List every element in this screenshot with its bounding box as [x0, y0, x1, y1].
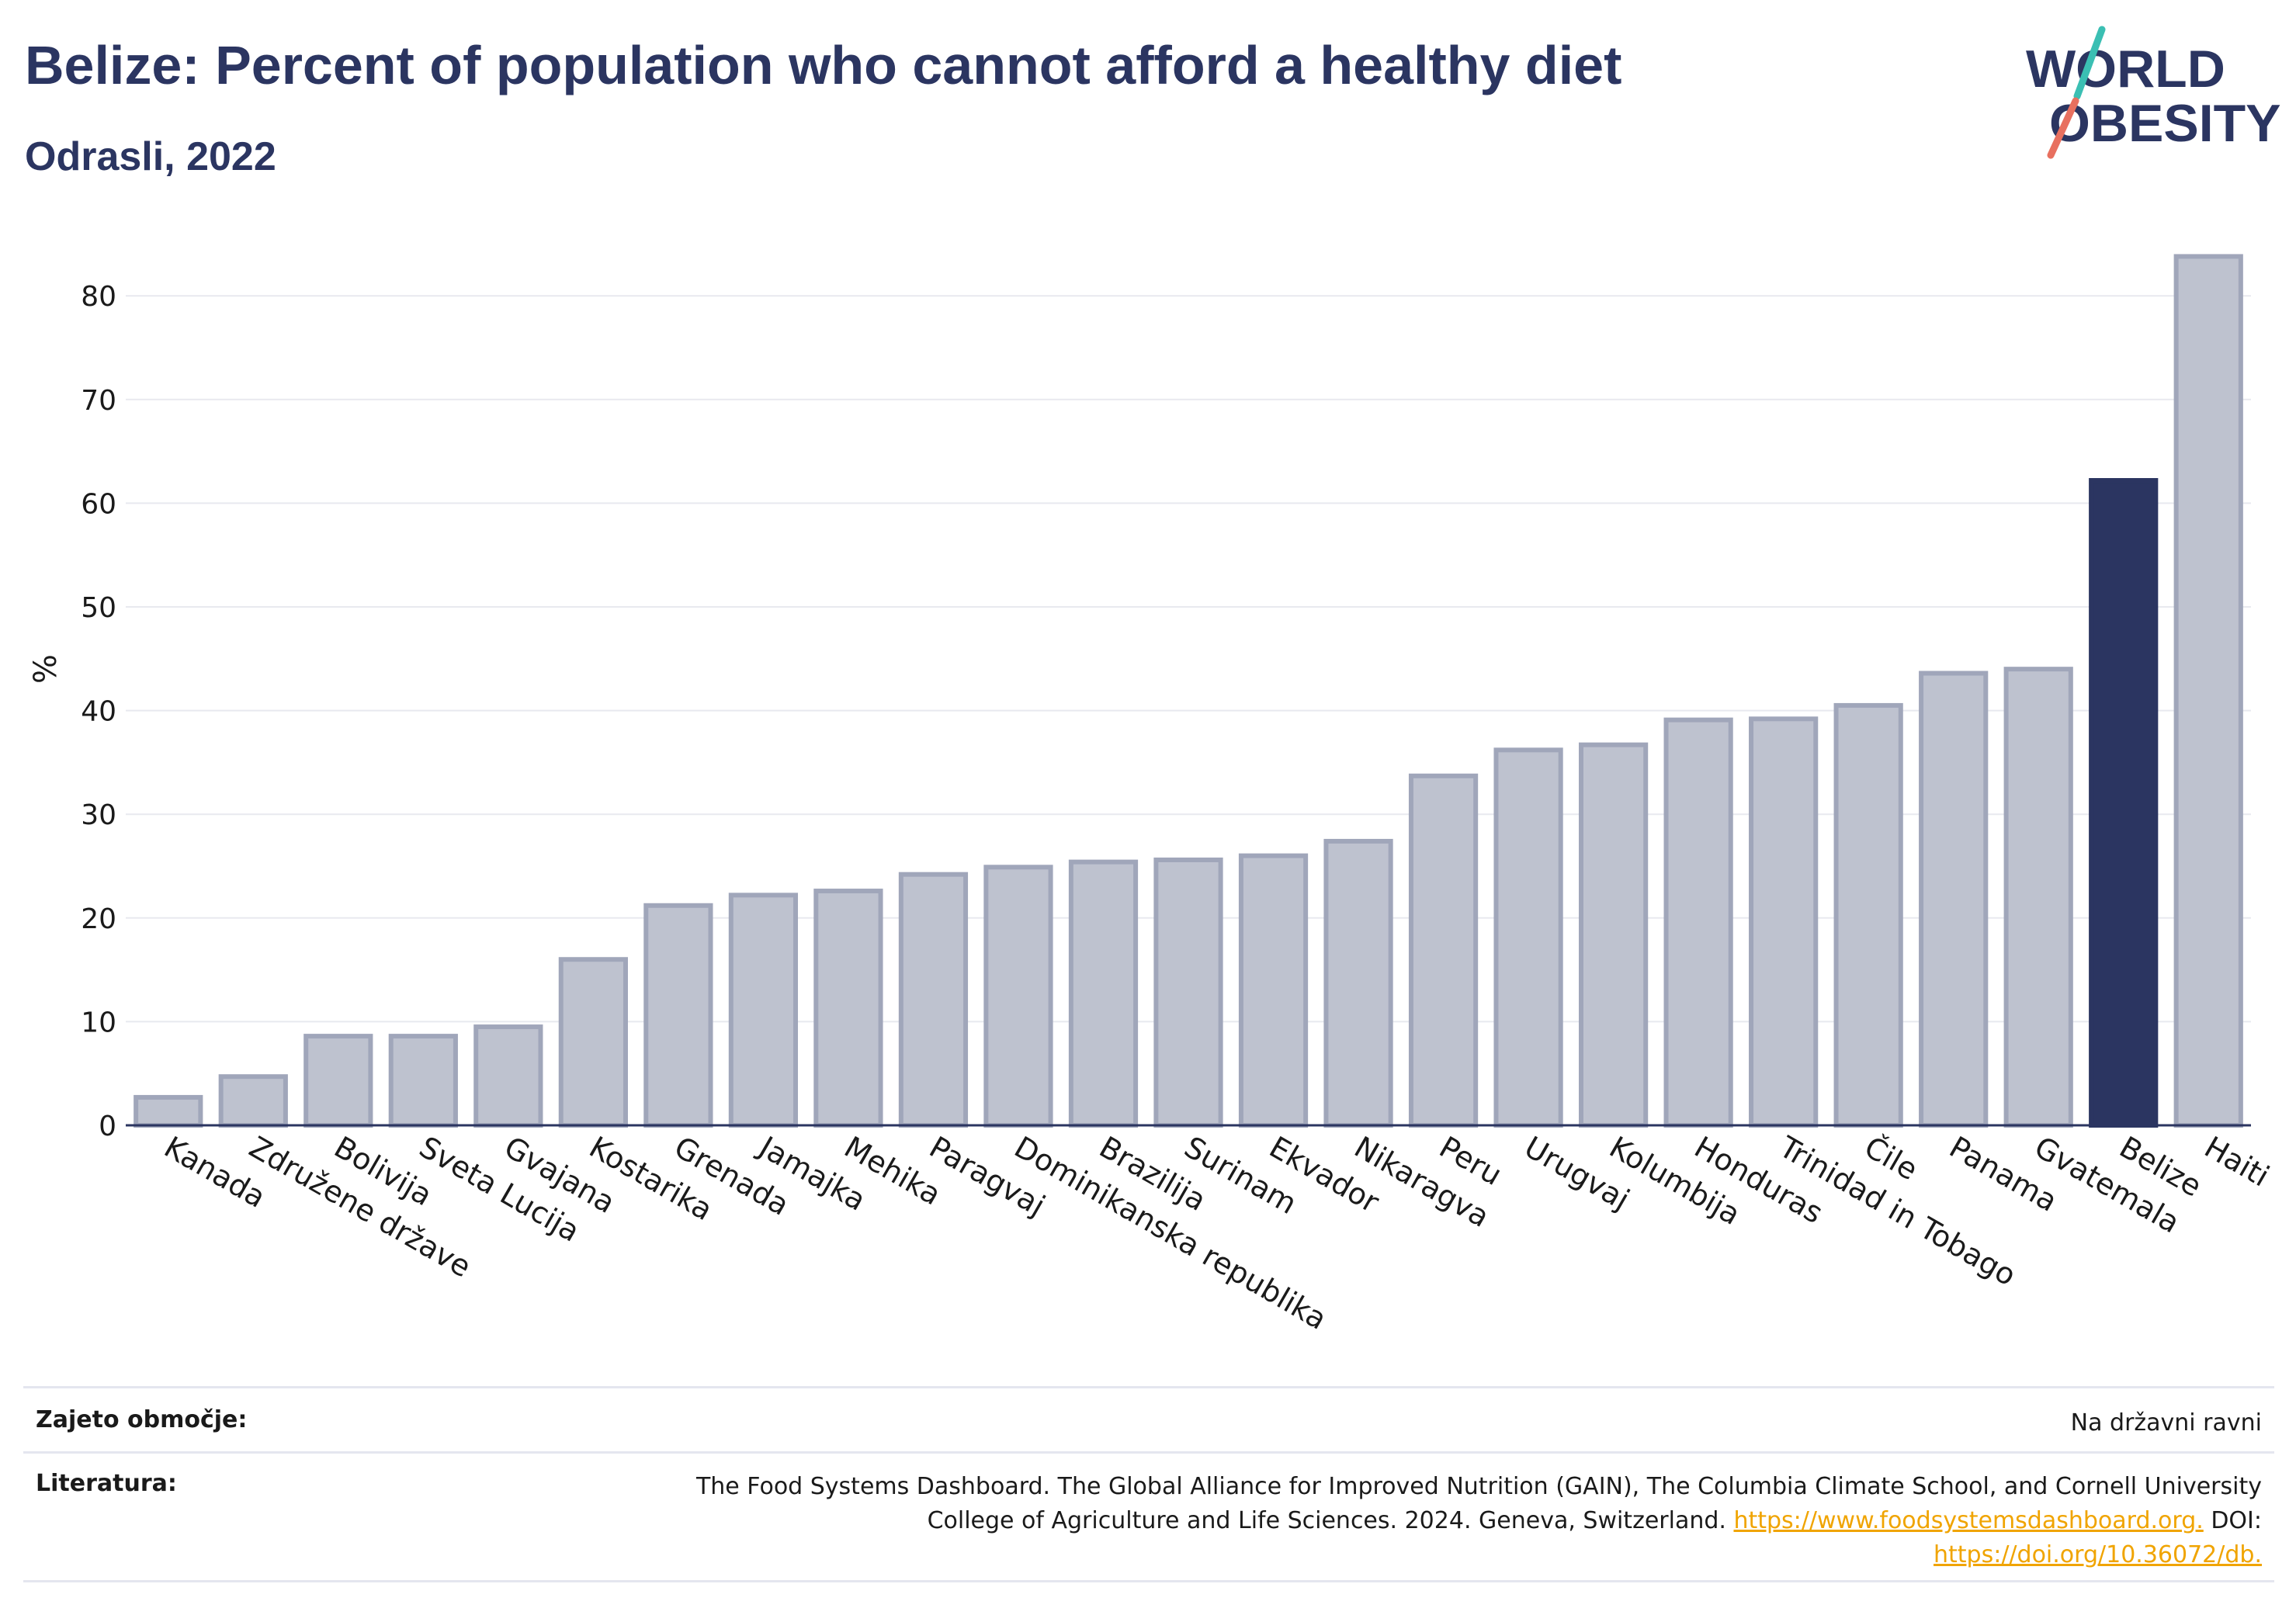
literature-line2-text: College of Agriculture and Life Sciences… — [927, 1507, 1734, 1534]
bar-17 — [1578, 742, 1649, 1128]
coverage-value: Na državni ravni — [2070, 1409, 2262, 1437]
y-axis-title: % — [28, 654, 64, 684]
footer-divider-top — [23, 1386, 2274, 1388]
bar-15 — [1408, 773, 1479, 1128]
bar-6 — [643, 903, 713, 1128]
bar-4 — [473, 1024, 543, 1128]
bar-2 — [303, 1034, 373, 1128]
literature-line2: College of Agriculture and Life Sciences… — [696, 1504, 2262, 1538]
bars — [134, 254, 2243, 1128]
world-obesity-logo: WORLD OBESITY — [2026, 26, 2281, 159]
literature-doi: DOI: — [2203, 1507, 2262, 1534]
bar-1 — [218, 1074, 288, 1128]
y-tick-label: 70 — [81, 385, 116, 417]
bar-9 — [898, 872, 969, 1128]
chart-title: Belize: Percent of population who cannot… — [25, 35, 1622, 95]
coverage-label: Zajeto območje: — [36, 1406, 248, 1433]
literature-row: Literatura: The Food Systems Dashboard. … — [23, 1470, 2274, 1579]
footer-divider-bottom — [23, 1580, 2274, 1582]
bar-22 — [2003, 667, 2073, 1128]
y-tick-label: 50 — [81, 592, 116, 624]
bar-21 — [1919, 671, 1989, 1128]
bar-12 — [1153, 857, 1223, 1128]
bar-24 — [2173, 254, 2243, 1128]
literature-label: Literatura: — [36, 1470, 177, 1497]
coverage-row: Zajeto območje: Na državni ravni — [23, 1406, 2274, 1445]
dashboard-link[interactable]: https://www.foodsystemsdashboard.org. — [1733, 1507, 2204, 1534]
bar-0 — [134, 1094, 203, 1128]
bar-11 — [1068, 859, 1139, 1128]
bar-8 — [813, 889, 883, 1128]
bar-16 — [1493, 747, 1563, 1128]
bar-10 — [983, 865, 1053, 1128]
bar-23 — [2089, 478, 2159, 1128]
literature-line1: The Food Systems Dashboard. The Global A… — [695, 1473, 2262, 1500]
bar-20 — [1833, 702, 1903, 1128]
logo-slash-teal — [2073, 26, 2106, 100]
y-tick-label: 10 — [81, 1007, 116, 1038]
y-tick-label: 0 — [99, 1111, 116, 1142]
chart-subtitle: Odrasli, 2022 — [25, 134, 276, 179]
bar-5 — [558, 957, 628, 1128]
literature-text: The Food Systems Dashboard. The Global A… — [696, 1470, 2262, 1572]
bar-13 — [1238, 853, 1309, 1128]
x-tick-label: Haiti — [2199, 1130, 2275, 1194]
footer-divider-mid — [23, 1451, 2274, 1454]
y-tick-label: 40 — [81, 696, 116, 728]
bar-7 — [728, 892, 799, 1128]
y-tick-label: 30 — [81, 799, 116, 831]
logo-slash-coral — [2047, 97, 2079, 159]
bar-14 — [1323, 838, 1393, 1128]
logo-line2: OBESITY — [2049, 94, 2281, 153]
bar-19 — [1749, 716, 1819, 1128]
y-tick-label: 20 — [81, 903, 116, 935]
doi-link[interactable]: https://doi.org/10.36072/db. — [1934, 1541, 2262, 1568]
bar-3 — [388, 1034, 458, 1128]
y-tick-label: 60 — [81, 488, 116, 520]
logo-line1: WORLD — [2026, 40, 2225, 99]
bar-18 — [1663, 717, 1733, 1128]
y-tick-label: 80 — [81, 281, 116, 313]
